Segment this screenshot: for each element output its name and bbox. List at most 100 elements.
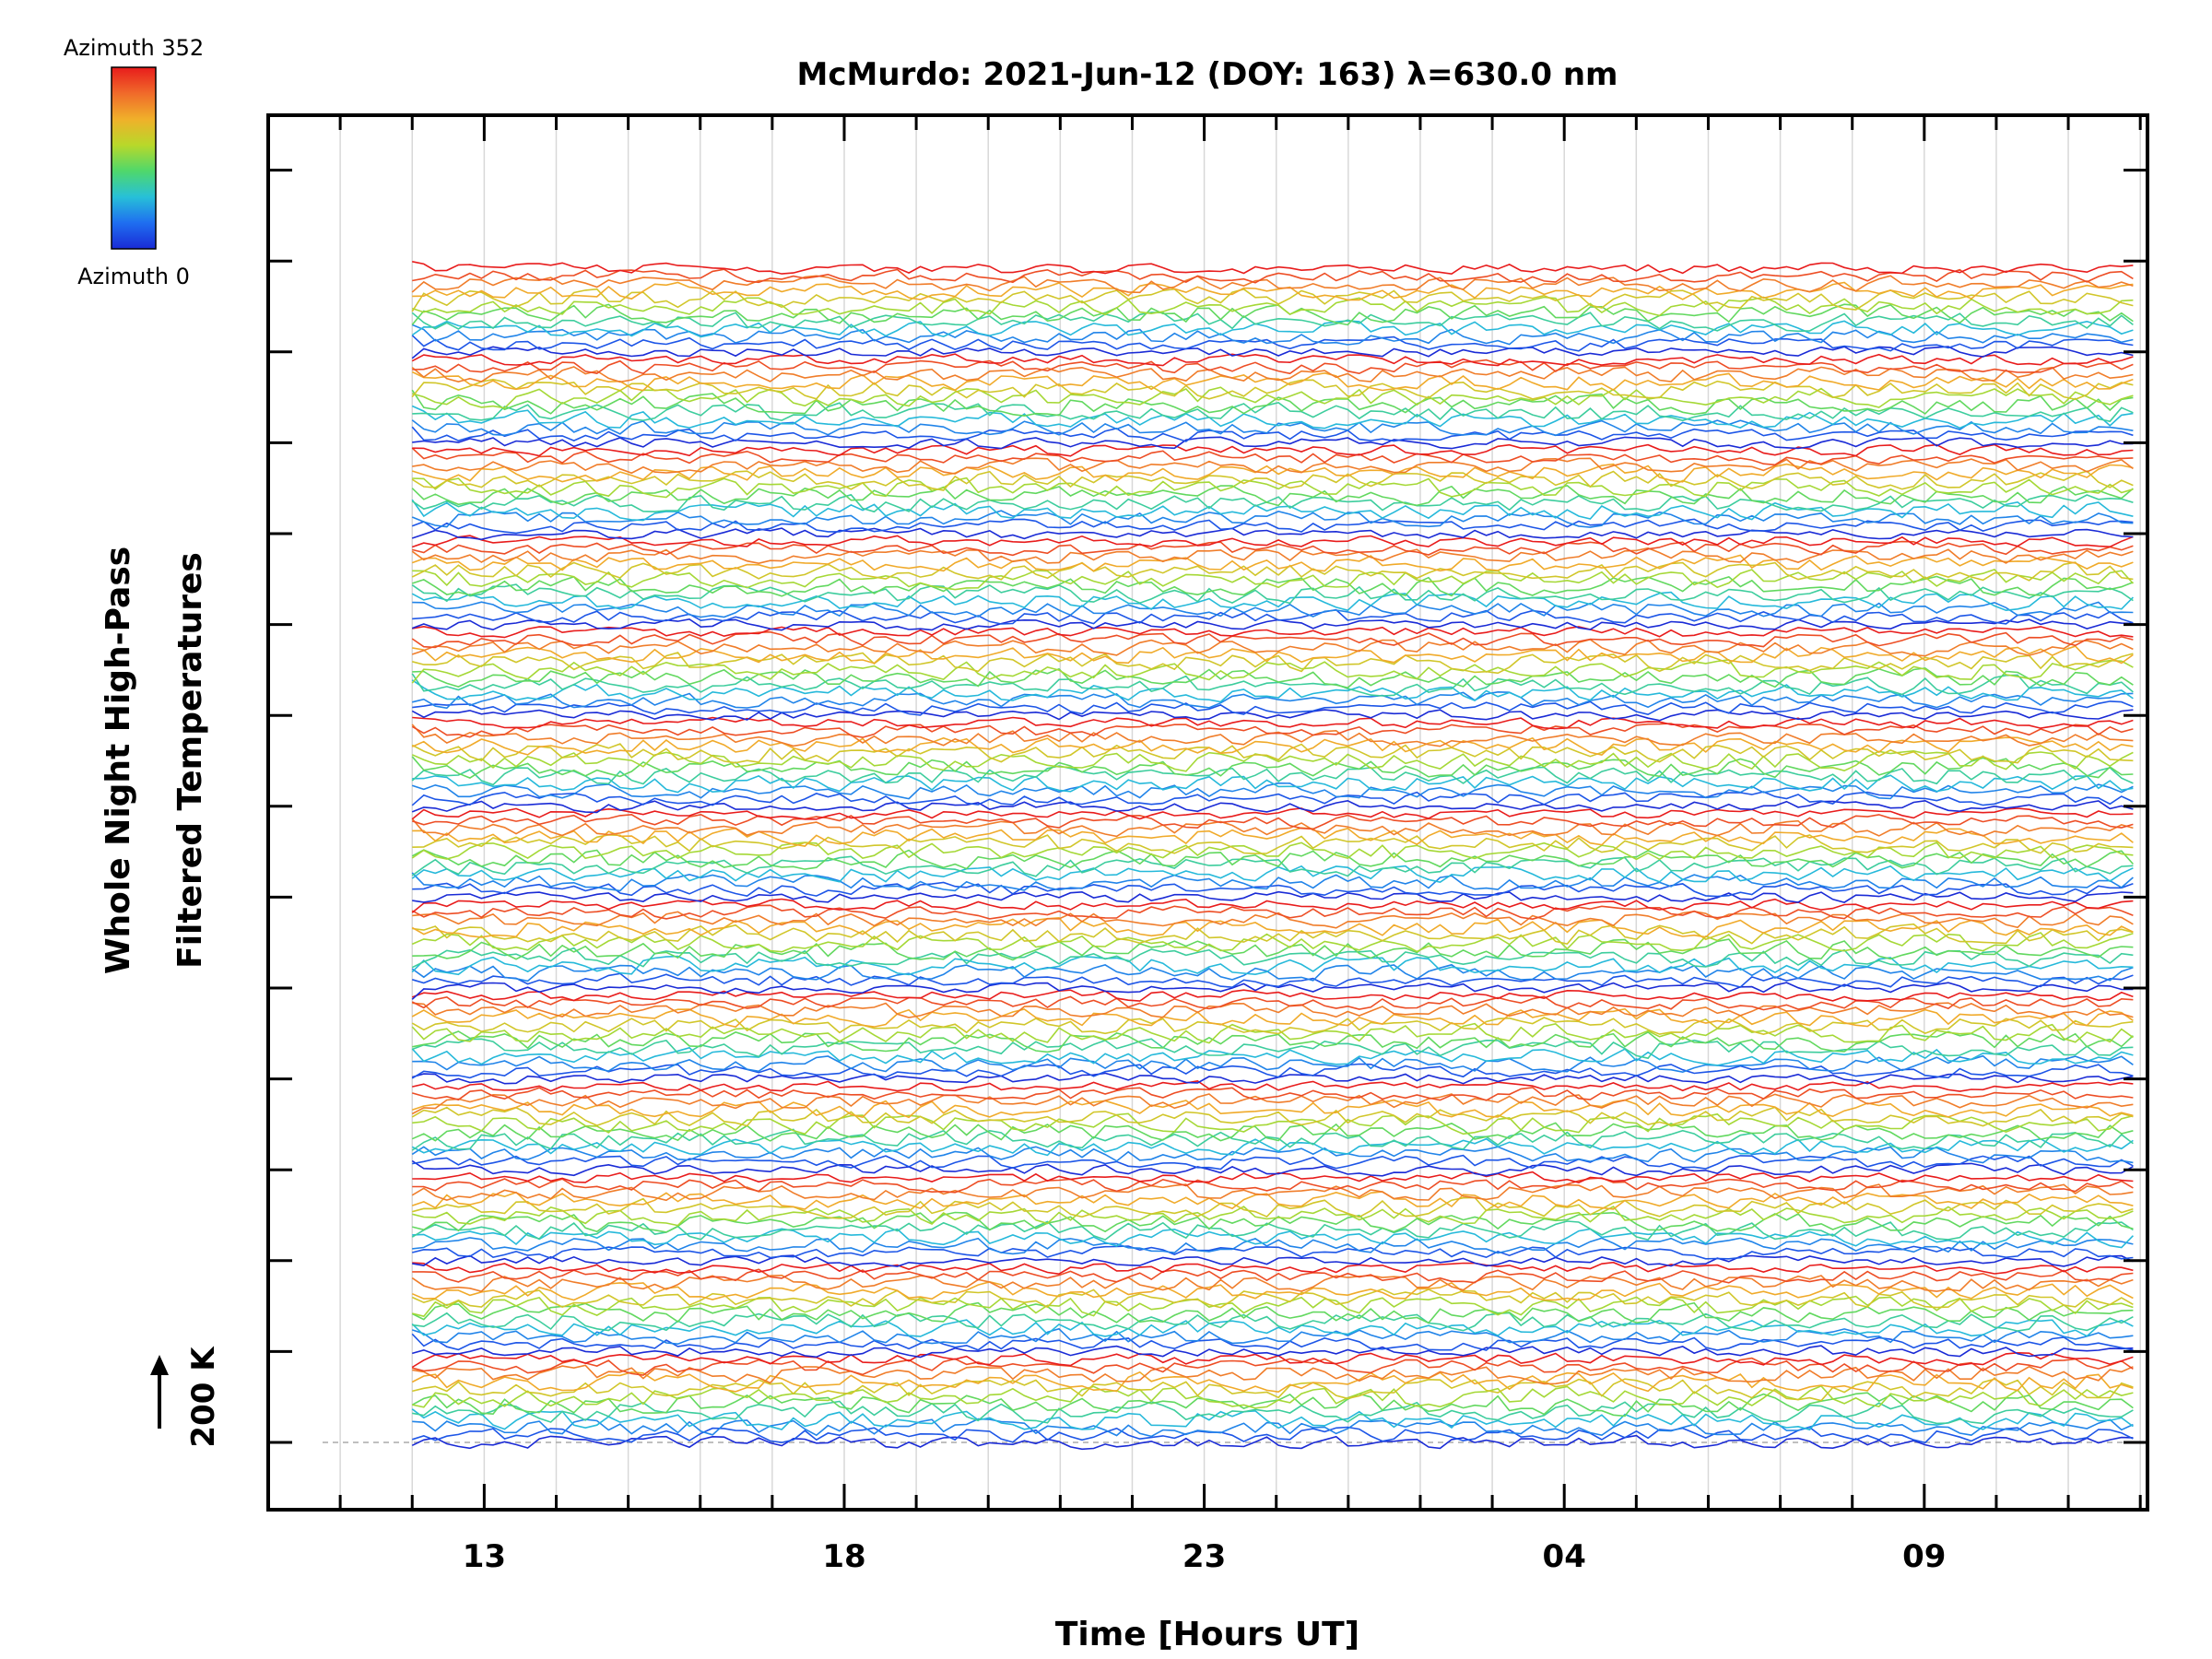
temperature-trace <box>412 1400 2134 1425</box>
temperature-trace <box>411 386 2134 409</box>
colorbar-min-label: Azimuth 0 <box>77 264 190 289</box>
temperature-trace <box>411 1087 2134 1101</box>
temperature-trace <box>412 1080 2134 1092</box>
temperature-trace <box>411 947 2134 969</box>
temperature-trace <box>412 568 2134 591</box>
scale-bar: 200 K <box>150 1346 222 1448</box>
temperature-trace <box>411 575 2134 597</box>
temperature-trace <box>412 1245 2134 1260</box>
temperature-trace <box>411 470 2134 491</box>
temperature-trace <box>411 419 2134 437</box>
temperature-trace <box>411 1007 2134 1029</box>
temperature-trace <box>411 799 2134 814</box>
temperature-trace <box>411 673 2134 697</box>
temperature-trace <box>411 288 2134 312</box>
temperature-trace <box>411 535 2134 548</box>
x-tick-label: 18 <box>822 1538 865 1575</box>
scale-bar-label: 200 K <box>185 1346 222 1448</box>
temperature-trace <box>411 1345 2134 1359</box>
temperature-trace <box>411 955 2134 976</box>
temperature-trace <box>412 443 2134 457</box>
temperature-trace <box>411 320 2134 338</box>
temperature-trace <box>411 898 2134 913</box>
temperature-trace <box>412 268 2134 284</box>
temperature-trace <box>411 743 2134 764</box>
temperature-trace <box>411 865 2134 884</box>
temperature-trace <box>412 1254 2134 1267</box>
temperature-trace <box>411 1196 2134 1219</box>
temperature-trace <box>411 630 2134 649</box>
temperature-trace <box>411 1434 2134 1451</box>
temperature-trace <box>412 1312 2134 1332</box>
temperature-trace <box>412 402 2134 423</box>
temperature-trace <box>411 378 2134 401</box>
colorbar-gradient <box>111 66 157 250</box>
temperature-trace <box>411 1072 2134 1085</box>
temperature-trace <box>412 700 2134 716</box>
temperature-trace <box>412 1295 2134 1318</box>
temperature-trace <box>411 275 2134 294</box>
temperature-trace <box>411 1063 2134 1079</box>
temperature-trace <box>412 923 2134 945</box>
temperature-trace <box>411 583 2134 605</box>
temperature-trace <box>411 995 2134 1011</box>
temperature-trace <box>412 1418 2134 1438</box>
temperature-trace <box>411 1426 2134 1444</box>
temperature-trace <box>411 1274 2134 1292</box>
temperature-trace <box>411 1327 2134 1346</box>
temperature-trace <box>411 659 2134 684</box>
temperature-trace <box>412 281 2134 301</box>
temperature-trace <box>411 312 2134 333</box>
axis-ticks <box>268 115 2147 1510</box>
temperature-trace <box>412 625 2134 639</box>
temperature-trace <box>411 1183 2134 1202</box>
temperature-trace <box>411 547 2134 565</box>
temperature-trace <box>412 601 2134 618</box>
temperature-trace <box>411 972 2134 989</box>
x-tick-label: 04 <box>1543 1538 1586 1575</box>
temperature-trace <box>411 1301 2134 1324</box>
temperature-trace <box>411 1099 2134 1119</box>
temperature-trace <box>411 1106 2134 1127</box>
y-axis-label-line-1: Whole Night High-Pass <box>100 547 137 974</box>
temperature-trace <box>411 303 2134 326</box>
temperature-trace <box>411 405 2134 429</box>
temperature-trace <box>411 518 2134 535</box>
temperature-trace <box>411 1022 2134 1044</box>
temperature-trace <box>412 1177 2134 1194</box>
temperature-trace <box>411 1137 2134 1157</box>
temperature-trace <box>411 736 2134 756</box>
temperature-trace <box>411 366 2134 383</box>
temperature-trace <box>411 426 2134 442</box>
temperature-trace <box>411 618 2134 631</box>
temperature-trace <box>411 818 2134 838</box>
temperature-trace <box>411 1046 2134 1066</box>
temperature-trace <box>412 1357 2134 1376</box>
temperature-trace <box>412 359 2134 375</box>
temperature-trace <box>411 639 2134 657</box>
temperature-trace <box>411 904 2134 921</box>
scale-arrow-head <box>150 1355 169 1375</box>
temperature-trace <box>411 849 2134 870</box>
temperature-trace <box>412 1384 2134 1409</box>
temperature-trace <box>411 963 2134 982</box>
temperature-trace <box>412 938 2134 961</box>
temperature-trace <box>411 679 2134 703</box>
chart-title: McMurdo: 2021-Jun-12 (DOY: 163) λ=630.0 … <box>797 56 1618 93</box>
temperature-trace <box>412 716 2134 730</box>
temperature-trace <box>411 756 2134 779</box>
temperature-trace <box>411 1146 2134 1164</box>
x-tick-label: 23 <box>1182 1538 1226 1575</box>
colorbar: Azimuth 352 Azimuth 0 <box>64 35 204 289</box>
temperature-trace <box>411 1280 2134 1301</box>
y-axis-label-line-2: Filtered Temperatures <box>171 552 209 969</box>
temperature-trace <box>412 833 2134 855</box>
temperature-trace <box>412 1261 2134 1276</box>
temperature-trace <box>411 485 2134 507</box>
temperature-trace <box>411 813 2134 830</box>
temperature-trace <box>411 1351 2134 1369</box>
temperature-trace <box>412 1378 2134 1402</box>
x-tick-label: 09 <box>1902 1538 1946 1575</box>
temperature-trace <box>411 499 2134 522</box>
